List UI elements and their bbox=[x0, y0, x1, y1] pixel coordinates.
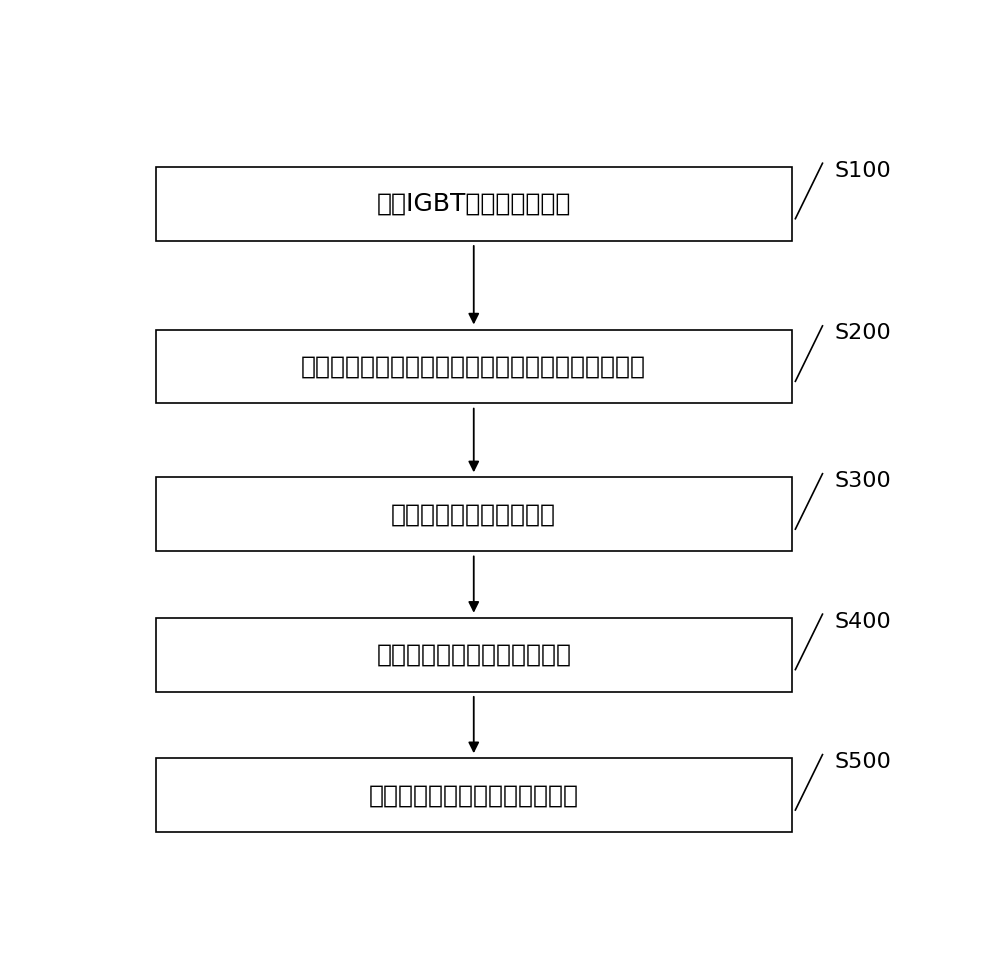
Bar bbox=[156, 167, 792, 241]
Bar bbox=[156, 758, 792, 832]
Text: 对所述硅片进行离子注入: 对所述硅片进行离子注入 bbox=[391, 502, 556, 526]
Text: 对所述硅片背面进行退火处理: 对所述硅片背面进行退火处理 bbox=[376, 643, 571, 667]
Text: S200: S200 bbox=[834, 324, 891, 344]
Text: 完成IGBT硅片的正面工艺: 完成IGBT硅片的正面工艺 bbox=[377, 192, 571, 216]
Text: S500: S500 bbox=[834, 752, 891, 772]
Text: 对所述硅片背面进行减薄工艺，将其研磨至所需厚度: 对所述硅片背面进行减薄工艺，将其研磨至所需厚度 bbox=[301, 354, 646, 378]
Text: S300: S300 bbox=[834, 471, 891, 492]
Text: S100: S100 bbox=[834, 160, 891, 180]
Bar bbox=[156, 329, 792, 403]
Bar bbox=[156, 618, 792, 692]
Text: S400: S400 bbox=[834, 612, 891, 632]
Bar bbox=[156, 477, 792, 551]
Text: 对所述硅片背面进行金属化处理: 对所述硅片背面进行金属化处理 bbox=[369, 783, 579, 807]
